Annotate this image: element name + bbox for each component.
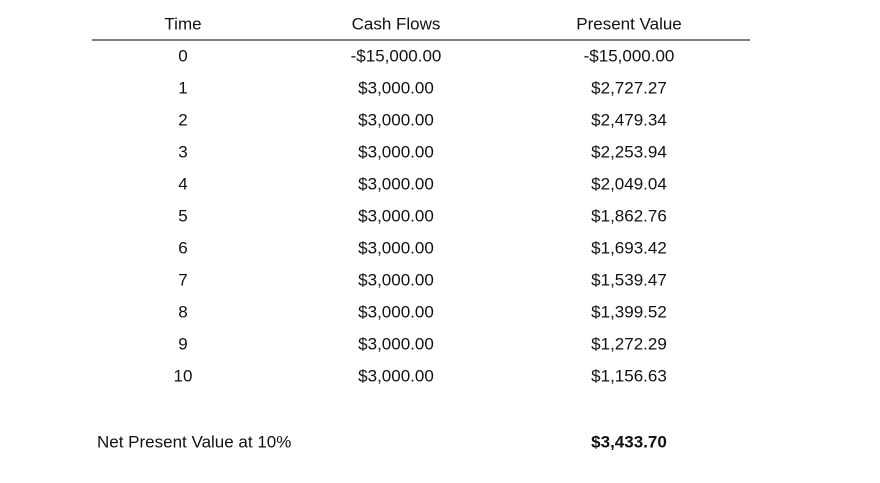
table-cell: 10 bbox=[174, 366, 193, 385]
column-header: Present Value bbox=[576, 14, 682, 33]
table-cell: $1,399.52 bbox=[591, 302, 667, 321]
table-cell: $3,000.00 bbox=[358, 142, 434, 161]
table-cell: 5 bbox=[178, 206, 187, 225]
table-cell: $2,727.27 bbox=[591, 78, 667, 97]
table-cell: $3,000.00 bbox=[358, 206, 434, 225]
table-cell: 1 bbox=[178, 78, 187, 97]
table-cell: $2,049.04 bbox=[591, 174, 667, 193]
table-cell: 9 bbox=[178, 334, 187, 353]
table-cell: 3 bbox=[178, 142, 187, 161]
table-cell: $3,000.00 bbox=[358, 334, 434, 353]
table-cell: $1,272.29 bbox=[591, 334, 667, 353]
table-cell: $1,693.42 bbox=[591, 238, 667, 257]
table-cell: $1,156.63 bbox=[591, 366, 667, 385]
table-cell: 4 bbox=[178, 174, 187, 193]
footer-label: Net Present Value at 10% bbox=[97, 432, 291, 451]
table-cell: $1,539.47 bbox=[591, 270, 667, 289]
table-cell: $3,000.00 bbox=[358, 110, 434, 129]
table-cell: $3,000.00 bbox=[358, 174, 434, 193]
table-cell: 2 bbox=[178, 110, 187, 129]
table-cell: $3,000.00 bbox=[358, 302, 434, 321]
table-cell: $2,479.34 bbox=[591, 110, 667, 129]
table-cell: $1,862.76 bbox=[591, 206, 667, 225]
table-cell: $2,253.94 bbox=[591, 142, 667, 161]
table-cell: 6 bbox=[178, 238, 187, 257]
footer-value: $3,433.70 bbox=[591, 432, 667, 451]
table-cell: -$15,000.00 bbox=[351, 46, 442, 65]
table-cell: $3,000.00 bbox=[358, 270, 434, 289]
table-cell: $3,000.00 bbox=[358, 366, 434, 385]
table-cell: 8 bbox=[178, 302, 187, 321]
column-header: Cash Flows bbox=[352, 14, 441, 33]
table-cell: 7 bbox=[178, 270, 187, 289]
table-cell: $3,000.00 bbox=[358, 78, 434, 97]
table-cell: 0 bbox=[178, 46, 187, 65]
table-cell: -$15,000.00 bbox=[584, 46, 675, 65]
table-cell: $3,000.00 bbox=[358, 238, 434, 257]
column-header: Time bbox=[164, 14, 201, 33]
